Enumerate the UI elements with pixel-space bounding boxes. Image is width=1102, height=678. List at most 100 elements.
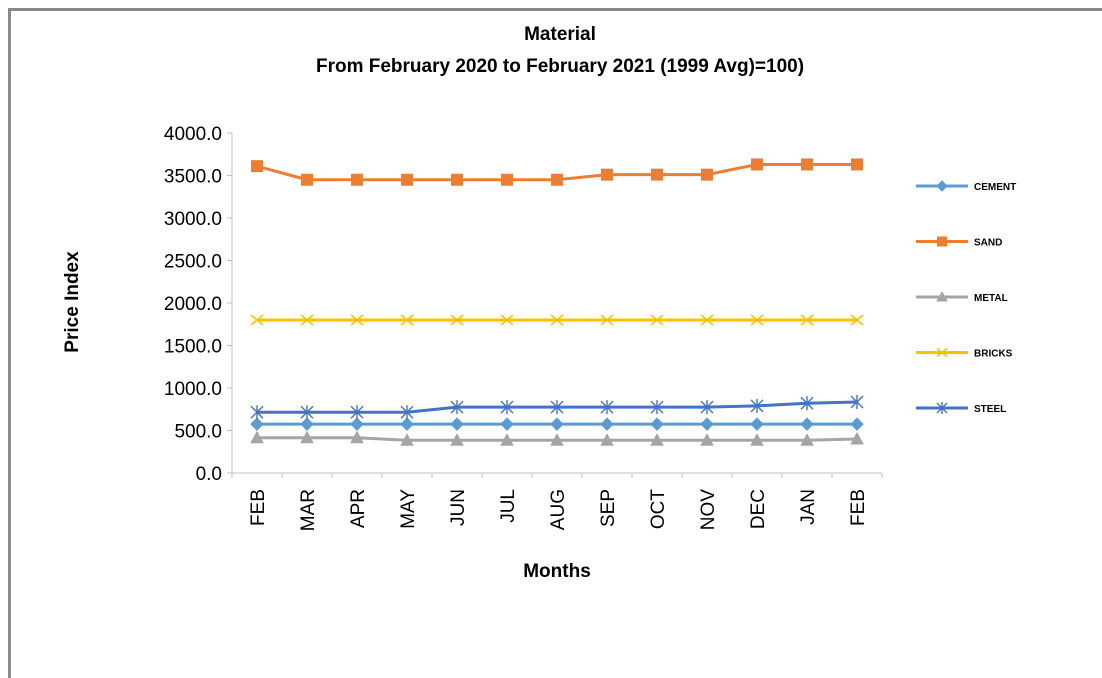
data-point [550, 417, 564, 431]
data-point [551, 173, 563, 186]
legend-item: BRICKS [916, 347, 1013, 360]
data-point [350, 417, 364, 431]
data-point [500, 400, 514, 415]
x-tick-label: SEP [598, 489, 619, 527]
data-point [300, 314, 314, 326]
data-point [450, 417, 464, 431]
legend-item: METAL [916, 290, 1008, 304]
x-tick-label: NOV [698, 489, 719, 531]
x-tick-label: FEB [848, 489, 869, 526]
data-point [300, 417, 314, 431]
data-point [400, 417, 414, 431]
data-point [750, 314, 764, 326]
data-point [750, 433, 764, 446]
data-point [251, 160, 263, 173]
data-point [550, 314, 564, 326]
x-tick-label: FEB [248, 489, 269, 526]
data-point [937, 236, 947, 247]
data-point [936, 402, 948, 414]
series-layer [250, 158, 864, 446]
y-tick-label: 1500.0 [164, 337, 222, 358]
legend-item: SAND [916, 236, 1002, 249]
data-point [500, 417, 514, 431]
y-tick-label: 2500.0 [164, 252, 222, 273]
data-point [550, 400, 564, 415]
y-tick-label: 3500.0 [164, 167, 222, 188]
data-point [700, 314, 714, 326]
data-point [250, 430, 264, 444]
x-axis-title: Months [523, 561, 591, 582]
data-point [650, 433, 664, 446]
data-point [701, 168, 713, 181]
data-point [350, 405, 364, 420]
y-tick-label: 3000.0 [164, 209, 222, 230]
legend: CEMENT SAND METAL BRICKS STEEL [916, 180, 1016, 415]
data-point [800, 314, 814, 326]
data-point [650, 314, 664, 326]
legend-label: SAND [974, 238, 1002, 249]
axes: 0.0 500.0 1000.0 1500.0 2000.0 2500.0 3000.0 35… [164, 124, 883, 531]
series-metal [250, 430, 864, 446]
data-point [351, 173, 363, 186]
data-point [850, 431, 864, 445]
x-tick-label: JUN [448, 489, 469, 526]
series-bricks [250, 314, 864, 326]
x-tick-label: AUG [548, 489, 569, 530]
legend-item: STEEL [916, 402, 1006, 415]
legend-label: BRICKS [974, 349, 1013, 360]
data-point [300, 430, 314, 444]
legend-item: CEMENT [916, 180, 1016, 193]
x-tick-label: JUL [498, 489, 519, 523]
data-point [500, 314, 514, 326]
series-cement [250, 417, 864, 431]
legend-label: CEMENT [974, 182, 1016, 193]
y-tick-label: 500.0 [174, 422, 222, 443]
y-axis-title: Price Index [62, 251, 83, 353]
y-tick-label: 0.0 [196, 464, 222, 485]
data-point [400, 314, 414, 326]
data-point [800, 433, 814, 446]
y-tick-label: 2000.0 [164, 294, 222, 315]
data-point [600, 433, 614, 446]
x-tick-label: MAR [298, 489, 319, 531]
legend-label: METAL [974, 293, 1008, 304]
data-point [301, 173, 313, 186]
series-sand [251, 158, 863, 186]
data-point [650, 417, 664, 431]
data-point [651, 168, 663, 181]
data-point [751, 158, 763, 171]
y-tick-label: 4000.0 [164, 124, 222, 145]
data-point [450, 433, 464, 446]
data-point [451, 173, 463, 186]
data-point [700, 400, 714, 415]
data-point [250, 314, 264, 326]
data-point [450, 314, 464, 326]
data-point [850, 395, 864, 410]
data-point [450, 400, 464, 415]
chart-frame [8, 8, 1102, 678]
data-point [851, 158, 863, 171]
data-point [700, 433, 714, 446]
data-point [750, 398, 764, 413]
data-point [850, 314, 864, 326]
data-point [300, 405, 314, 420]
chart-subtitle: From February 2020 to February 2021 (199… [316, 56, 804, 77]
series-steel [250, 395, 864, 420]
legend-label: STEEL [974, 404, 1006, 415]
data-point [600, 400, 614, 415]
chart-title: Material [524, 24, 596, 45]
data-point [800, 417, 814, 431]
data-point [700, 417, 714, 431]
data-point [400, 433, 414, 446]
data-point [936, 180, 948, 192]
data-point [600, 314, 614, 326]
data-point [600, 417, 614, 431]
data-point [400, 405, 414, 420]
data-point [601, 168, 613, 181]
data-point [550, 433, 564, 446]
data-point [850, 417, 864, 431]
x-tick-label: OCT [648, 489, 669, 530]
data-point [250, 405, 264, 420]
data-point [350, 314, 364, 326]
